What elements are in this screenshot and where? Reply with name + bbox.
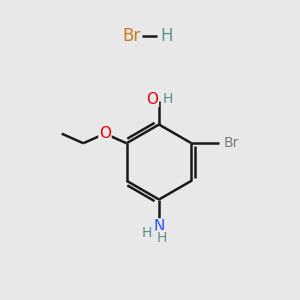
Text: H: H bbox=[160, 27, 173, 45]
Text: O: O bbox=[146, 92, 158, 106]
Text: N: N bbox=[153, 219, 165, 234]
Text: Br: Br bbox=[123, 27, 141, 45]
Text: H: H bbox=[163, 92, 173, 106]
Text: Br: Br bbox=[224, 136, 239, 150]
Text: O: O bbox=[99, 125, 111, 140]
Text: H: H bbox=[141, 226, 152, 240]
Text: H: H bbox=[157, 231, 167, 244]
